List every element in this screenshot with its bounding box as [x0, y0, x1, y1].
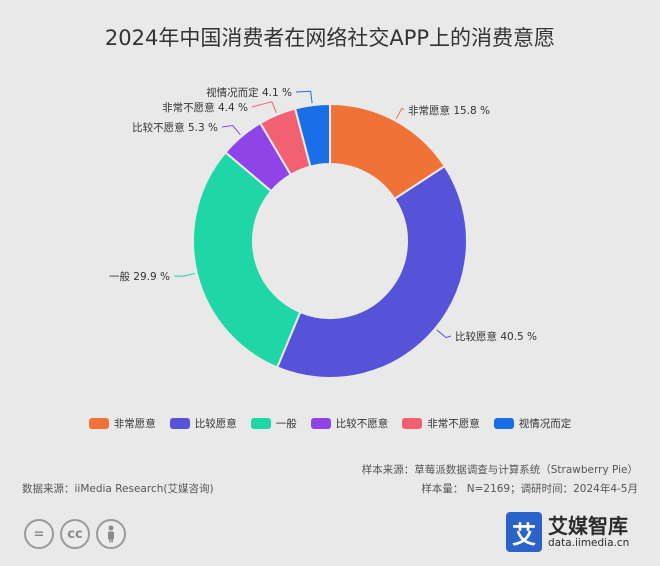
legend-item-2: 比较愿意: [169, 416, 237, 431]
leader-line-1: [395, 107, 405, 120]
legend-item-6: 视情况而定: [493, 416, 572, 431]
leader-line-3: [173, 272, 195, 277]
legend-swatch: [493, 418, 514, 429]
brand-name: 艾媒智库: [548, 514, 628, 538]
slice-6: [293, 102, 331, 168]
no-derivatives-icon: =: [24, 519, 54, 549]
license-icons: = cc: [24, 519, 126, 549]
brand-url: data.iimedia.cn: [548, 537, 630, 549]
leader-line-4: [221, 125, 241, 136]
legend-item-4: 比较不愿意: [310, 416, 389, 431]
slice-label-4: 比较不愿意 5.3 %: [132, 121, 218, 134]
legend-swatch: [250, 418, 271, 429]
legend-label: 一般: [275, 418, 297, 430]
legend-item-5: 非常不愿意: [402, 416, 480, 431]
sample-source: 样本来源：草莓派数据调查与计算系统（Strawberry Pie）: [361, 464, 638, 476]
leader-line-2: [436, 329, 452, 339]
legend-label: 比较愿意: [194, 418, 237, 430]
leader-line-5: [251, 101, 277, 113]
sample-size: 样本量： N=2169；调研时间：2024年4-5月: [421, 483, 638, 495]
slice-3: [192, 150, 302, 369]
legend-swatch: [169, 418, 190, 429]
slice-label-5: 非常不愿意 4.4 %: [162, 101, 248, 114]
data-source: 数据来源：iiMedia Research(艾媒咨询): [22, 483, 214, 495]
legend-label: 视情况而定: [518, 418, 572, 430]
slice-label-6: 视情况而定 4.1 %: [206, 86, 292, 99]
chart-legend: 非常愿意 比较愿意 一般 比较不愿意 非常不愿意 视情况而定: [0, 416, 660, 431]
slice-label-3: 一般 29.9 %: [109, 270, 170, 283]
legend-label: 比较不愿意: [335, 418, 389, 430]
slice-label-2: 比较愿意 40.5 %: [455, 330, 537, 343]
slice-label-1: 非常愿意 15.8 %: [408, 104, 490, 117]
donut-chart: 非常愿意 15.8 % 比较愿意 40.5 % 一般 29.9 % 比较不愿意 5.3…: [109, 86, 537, 379]
creative-commons-icon: cc: [60, 519, 90, 549]
legend-swatch: [402, 418, 423, 429]
legend-label: 非常不愿意: [427, 418, 480, 430]
leader-line-6: [295, 90, 313, 104]
legend-swatch: [310, 418, 331, 429]
chart-title: 2024年中国消费者在网络社交APP上的消费意愿: [104, 26, 556, 50]
slice-2: [275, 164, 468, 379]
attribution-icon: [96, 519, 126, 549]
brand-logo: 艾 艾媒智库 data.iimedia.cn: [506, 512, 629, 552]
legend-item-1: 非常愿意: [88, 416, 156, 431]
legend-label: 非常愿意: [113, 418, 156, 430]
brand-logo-mark: 艾: [506, 512, 542, 552]
legend-swatch: [88, 418, 109, 429]
legend-item-3: 一般: [250, 416, 297, 431]
